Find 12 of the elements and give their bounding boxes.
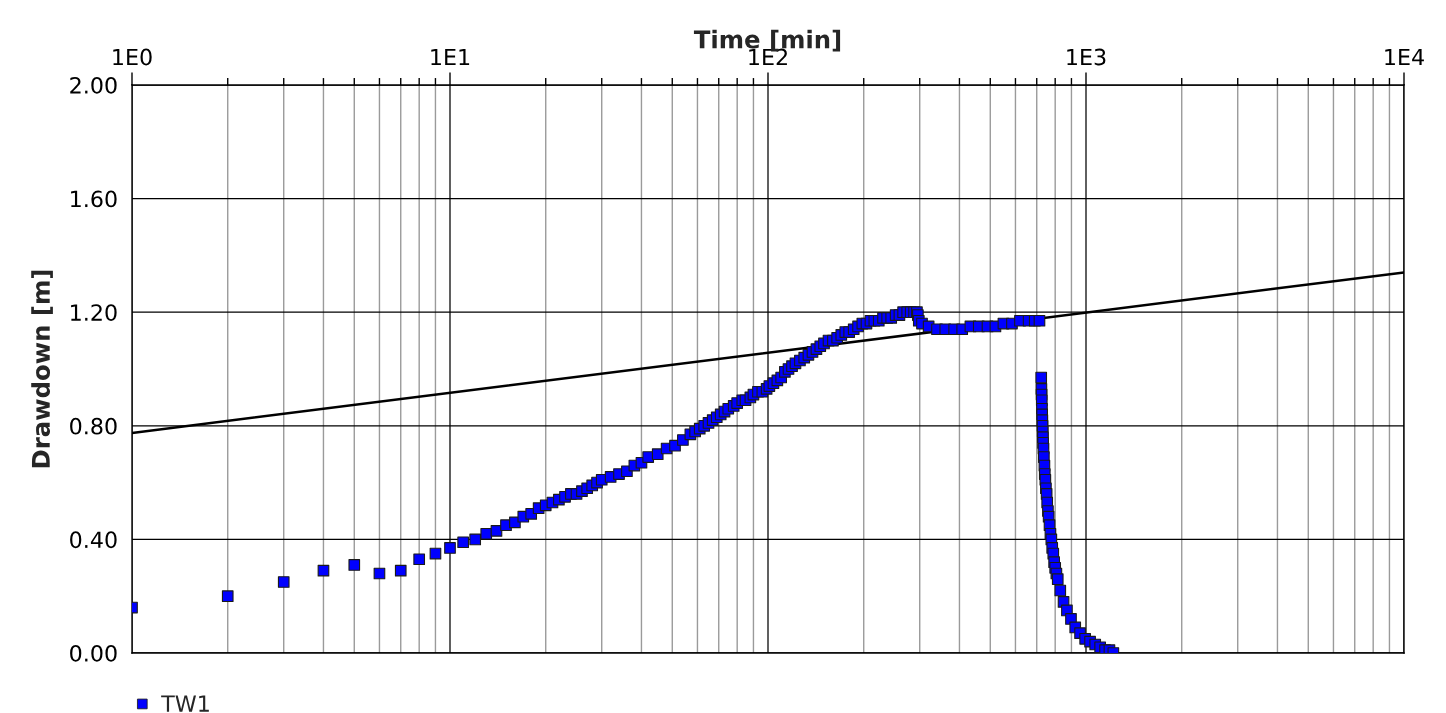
legend-label: TW1 (161, 695, 209, 712)
y-tick-label: 2.00 (70, 76, 117, 94)
x-tick-label: 1E0 (113, 48, 152, 66)
x-tick-label: 1E1 (431, 48, 470, 66)
y-tick-label: 0.80 (70, 417, 117, 435)
x-tick-label: 1E3 (1067, 48, 1106, 66)
y-axis-title: Drawdown [m] (31, 270, 53, 468)
y-tick-label: 1.60 (71, 190, 117, 208)
x-tick-label: 1E4 (1385, 48, 1424, 66)
y-tick-label: 0.00 (70, 644, 117, 662)
y-tick-label: 0.40 (70, 531, 117, 549)
y-tick-label: 1.20 (71, 304, 117, 321)
